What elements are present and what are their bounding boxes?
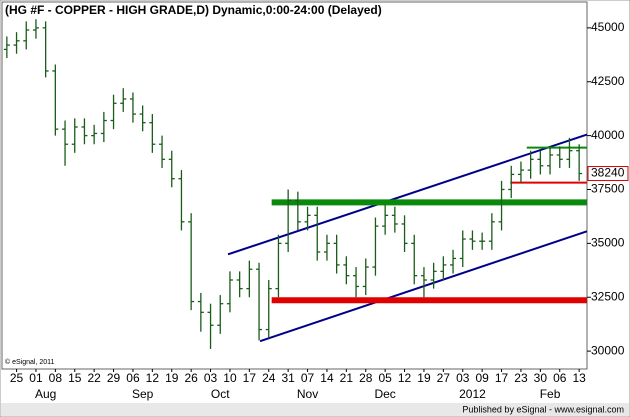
month-label: 2012 [459,387,486,401]
x-tick-label: 08 [49,371,63,385]
y-tick-label: 32500 [591,289,625,303]
x-tick-label: 06 [553,371,567,385]
x-tick-label: 09 [475,371,489,385]
month-label: Aug [35,387,56,401]
x-tick-label: 19 [165,371,179,385]
plot-area [1,1,588,370]
y-tick-label: 40000 [591,128,625,142]
x-tick-label: 17 [243,371,257,385]
x-tick-label: 31 [281,371,295,385]
x-tick-label: 29 [107,371,121,385]
x-tick-label: 13 [572,371,586,385]
chart-title: (HG #F - COPPER - HIGH GRADE,D) Dynamic,… [5,3,382,17]
x-tick-label: 10 [223,371,237,385]
x-tick-label: 30 [534,371,548,385]
y-tick-label: 37500 [591,182,625,196]
last-price-box [587,166,629,182]
x-tick-label: 12 [146,371,160,385]
x-tick-label: 07 [301,371,315,385]
x-tick-label: 27 [437,371,451,385]
x-tick-label: 03 [456,371,470,385]
x-tick-label: 12 [398,371,412,385]
month-label: Sep [132,387,154,401]
x-tick-label: 24 [262,371,276,385]
y-tick-label: 30000 [591,343,625,357]
x-tick-label: 01 [29,371,43,385]
footer-bar [1,403,629,416]
x-tick-label: 05 [378,371,392,385]
x-tick-label: 26 [184,371,198,385]
month-label: Oct [211,387,230,401]
month-label: Dec [374,387,395,401]
x-tick-label: 23 [514,371,528,385]
x-tick-label: 14 [320,371,334,385]
x-tick-label: 15 [68,371,82,385]
x-tick-label: 21 [340,371,354,385]
x-tick-label: 22 [87,371,101,385]
month-label: Feb [540,387,561,401]
x-tick-label: 19 [417,371,431,385]
last-price-label: 38240 [591,166,625,180]
x-tick-label: 03 [204,371,218,385]
x-tick-label: 17 [495,371,509,385]
y-tick-label: 42500 [591,74,625,88]
footer: Published by eSignal - www.esignal.com [462,404,624,414]
x-tick-label: 25 [10,371,24,385]
month-label: Nov [297,387,318,401]
x-tick-label: 06 [126,371,140,385]
copyright: © eSignal, 2011 [5,358,55,366]
x-tick-label: 28 [359,371,373,385]
y-tick-label: 45000 [591,20,625,34]
y-tick-label: 35000 [591,236,625,250]
